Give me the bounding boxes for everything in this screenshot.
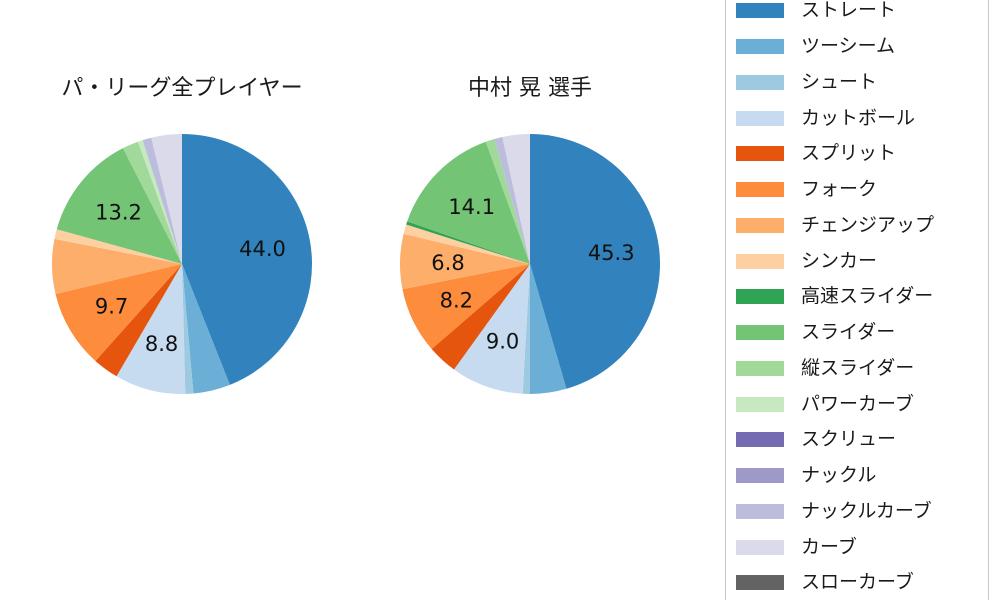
legend-swatch <box>736 539 784 555</box>
pie-wedge-15 <box>151 134 182 264</box>
legend-swatch <box>736 289 784 305</box>
legend-label: シンカー <box>801 249 878 272</box>
legend-swatch <box>736 3 784 19</box>
legend-swatch <box>736 146 784 162</box>
legend-item: スプリット <box>736 136 982 172</box>
legend-swatch <box>736 360 784 376</box>
pie-chart-league: 44.0 8.8 9.7 13.2 <box>52 134 313 395</box>
legend-swatch <box>736 110 784 126</box>
legend-item: ツーシーム <box>736 29 982 65</box>
legend-item: シンカー <box>736 243 982 279</box>
pie-wedge-6 <box>400 233 530 290</box>
pie-value-label-6: 6.8 <box>431 251 464 275</box>
legend-swatch <box>736 396 784 412</box>
pie-wedge-3 <box>116 264 186 395</box>
legend-box: ストレート ツーシーム シュート カットボール スプリット フォーク チェンジア… <box>725 0 989 600</box>
pie-wedge-9 <box>56 148 182 264</box>
legend-label: ナックル <box>801 464 877 487</box>
pie-wedge-2 <box>522 264 530 394</box>
legend-swatch <box>736 74 784 90</box>
pie-wedge-9 <box>407 141 530 264</box>
pie-wedge-1 <box>530 264 567 394</box>
pie-value-label-3: 9.0 <box>486 330 519 354</box>
legend-swatch <box>736 575 784 591</box>
legend-item: カーブ <box>736 529 982 565</box>
legend-label: チェンジアップ <box>801 213 935 236</box>
pie-wedge-0 <box>182 134 313 385</box>
pie-wedge-14 <box>494 136 530 264</box>
pie-value-label-3: 8.8 <box>145 332 178 356</box>
legend-item: ナックル <box>736 458 982 494</box>
pie-value-label-9: 13.2 <box>95 200 142 224</box>
pie-wedge-4 <box>95 264 182 377</box>
pie-value-label-0: 45.3 <box>588 241 635 265</box>
legend-item: シュート <box>736 65 982 101</box>
legend-item: スローカーブ <box>736 565 982 600</box>
legend-item: ストレート <box>736 0 982 29</box>
pie-wedge-8 <box>406 221 530 264</box>
legend-swatch <box>736 432 784 448</box>
legend-item: 縦スライダー <box>736 351 982 387</box>
pie-wedge-11 <box>137 140 182 264</box>
legend-label: ナックルカーブ <box>801 499 932 522</box>
legend-item: ナックルカーブ <box>736 494 982 530</box>
legend-label: フォーク <box>801 178 878 201</box>
legend-label: 高速スライダー <box>801 285 934 308</box>
pie-wedge-0 <box>530 134 661 389</box>
legend-swatch <box>736 325 784 341</box>
pie-wedge-2 <box>182 264 194 394</box>
legend-label: パワーカーブ <box>801 392 914 415</box>
legend-label: カーブ <box>801 535 857 558</box>
legend-item: スライダー <box>736 315 982 351</box>
legend-item: スクリュー <box>736 422 982 458</box>
legend-swatch <box>736 182 784 198</box>
pie-wedge-5 <box>402 264 530 350</box>
pie-wedge-15 <box>502 134 530 264</box>
legend-label: 縦スライダー <box>801 356 915 379</box>
pie-wedge-10 <box>122 141 182 264</box>
pie-value-label-5: 9.7 <box>95 294 128 318</box>
pie-title-league: パ・リーグ全プレイヤー <box>61 76 303 101</box>
pie-wedge-10 <box>485 138 530 264</box>
legend-item: フォーク <box>736 172 982 208</box>
legend-item: カットボール <box>736 100 982 136</box>
legend-item: チェンジアップ <box>736 208 982 244</box>
legend-swatch <box>736 39 784 55</box>
pie-wedge-14 <box>142 137 182 264</box>
pie-value-label-5: 8.2 <box>440 288 473 312</box>
pie-chart-player: 45.3 9.0 8.2 6.8 14.1 <box>400 134 661 394</box>
pie-wedge-3 <box>453 264 530 394</box>
legend-label: ツーシーム <box>801 35 896 58</box>
legend-label: スプリット <box>801 142 897 165</box>
legend-swatch <box>736 253 784 269</box>
pie-value-label-0: 44.0 <box>239 237 286 261</box>
legend-items: ストレート ツーシーム シュート カットボール スプリット フォーク チェンジア… <box>736 0 982 600</box>
legend-label: ストレート <box>801 0 897 22</box>
pie-wedge-7 <box>54 229 182 264</box>
legend-swatch <box>736 503 784 519</box>
pie-wedge-5 <box>55 264 182 361</box>
legend-swatch <box>736 217 784 233</box>
legend-swatch <box>736 468 784 484</box>
pie-wedge-7 <box>403 224 530 264</box>
legend-label: スクリュー <box>801 428 897 451</box>
legend-label: スローカーブ <box>801 571 914 594</box>
pie-wedge-1 <box>182 264 230 394</box>
pie-title-player: 中村 晃 選手 <box>468 76 592 101</box>
legend-item: パワーカーブ <box>736 386 982 422</box>
pie-wedge-6 <box>52 238 182 294</box>
legend-label: スライダー <box>801 321 896 344</box>
pie-value-label-9: 14.1 <box>448 195 495 219</box>
legend-label: カットボール <box>801 106 916 129</box>
legend-item: 高速スライダー <box>736 279 982 315</box>
legend-label: シュート <box>801 70 878 93</box>
pie-wedge-4 <box>431 264 530 370</box>
